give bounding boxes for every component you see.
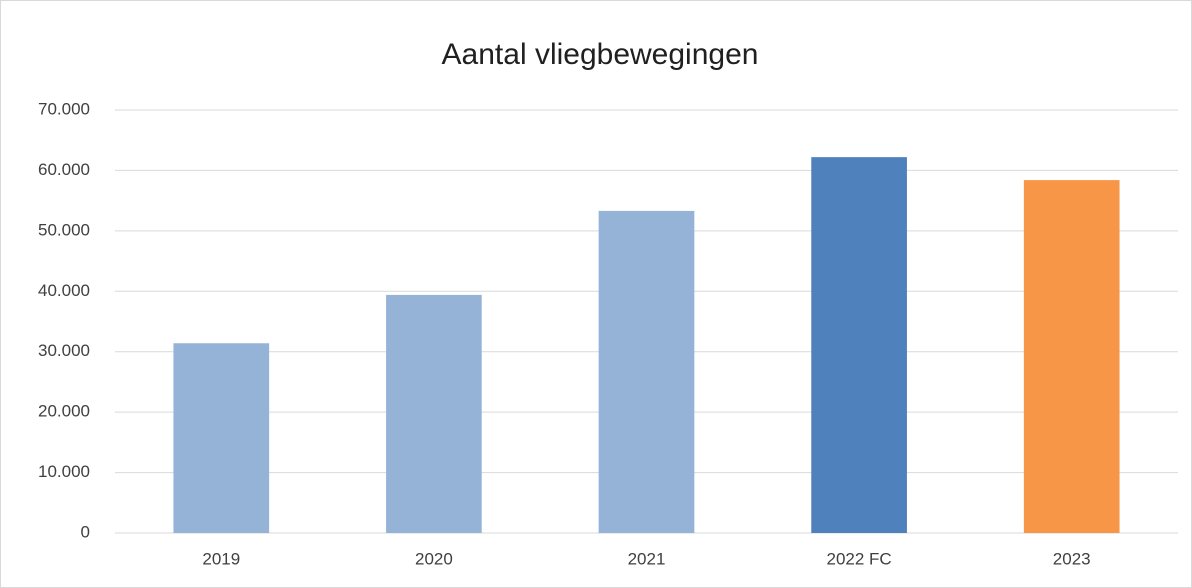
bar xyxy=(1023,180,1120,533)
bar xyxy=(598,210,695,533)
x-tick-label: 2021 xyxy=(628,549,666,568)
bar xyxy=(173,343,270,533)
bar xyxy=(386,294,482,533)
x-tick-label: 2022 FC xyxy=(826,549,891,568)
y-tick-label: 0 xyxy=(81,522,90,541)
chart-title: Aantal vliegbewegingen xyxy=(442,38,759,71)
x-tick-label: 2019 xyxy=(202,549,240,568)
y-tick-label: 20.000 xyxy=(38,402,90,421)
y-tick-label: 50.000 xyxy=(38,220,90,239)
y-tick-label: 30.000 xyxy=(38,341,90,360)
y-tick-label: 70.000 xyxy=(38,99,90,118)
x-tick-label: 2020 xyxy=(415,549,453,568)
y-tick-label: 10.000 xyxy=(38,462,90,481)
y-tick-label: 40.000 xyxy=(38,281,90,300)
x-tick-label: 2023 xyxy=(1053,549,1091,568)
y-tick-label: 60.000 xyxy=(38,160,90,179)
bar xyxy=(811,157,907,534)
